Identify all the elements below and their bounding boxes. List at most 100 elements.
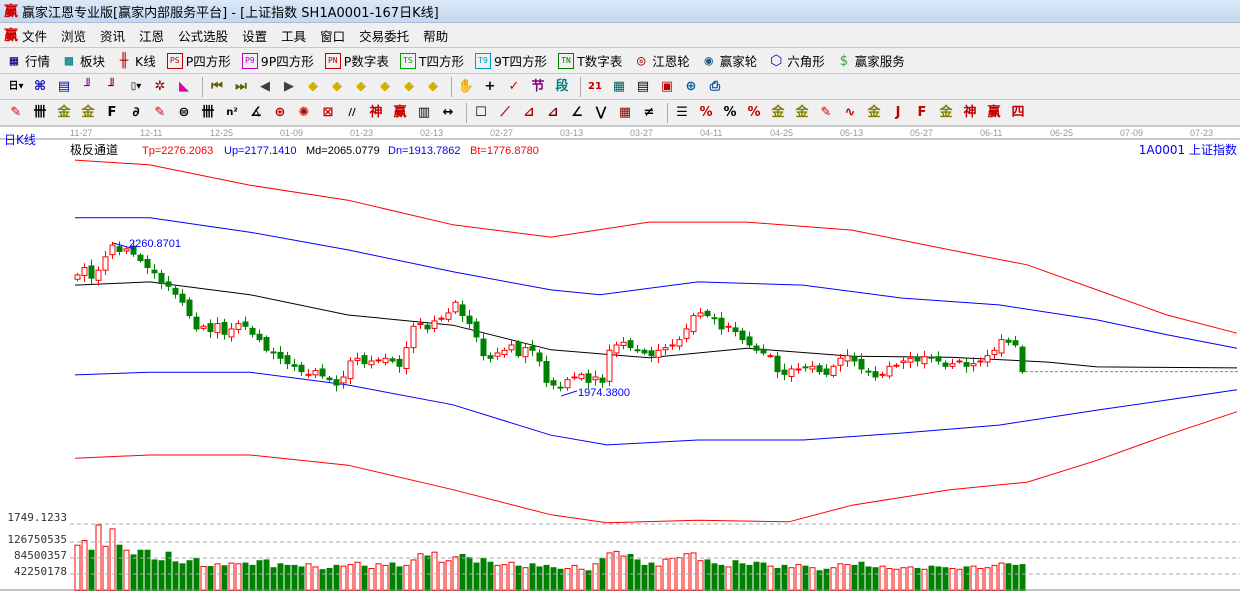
toolbar-button-t9[interactable]: T9 9T四方形 [474,51,547,70]
menu-item[interactable]: 交易委托 [359,28,410,44]
toolbar-button-tn[interactable]: TN T数字表 [558,51,622,70]
percent-levels-icon[interactable]: % [747,104,761,120]
spiral-icon[interactable]: ∂ [132,104,140,120]
lines-icon[interactable]: 卌 [33,104,47,120]
last-icon[interactable]: ⏭ [235,78,247,94]
line-point-icon[interactable]: ✓ [508,78,520,94]
kline-chart[interactable]: 11-27 12-11 12-25 01-09 01-23 02-13 02-27 03-13… [0,126,1240,591]
calendar-icon[interactable]: 21 [588,80,602,92]
pen-bar-icon[interactable]: ✎ [820,104,832,120]
wave-icon[interactable]: ⋁ [595,104,607,120]
f-angle-icon[interactable]: F [917,104,927,120]
notes-icon[interactable]: ▤ [57,78,71,94]
target-icon[interactable]: ⊕ [274,104,286,120]
n2-icon[interactable]: n² [226,106,238,118]
toolbar-button-kline[interactable]: ╫ K线 [116,51,156,70]
first-icon[interactable]: ⏮ [211,78,223,94]
radial-icon[interactable]: ✺ [298,104,310,120]
menu-item[interactable]: 工具 [281,28,307,44]
toolbar-button-winner-wheel[interactable]: ◉ 赢家轮 [701,51,758,70]
fan-box2-icon[interactable]: ⊿ [547,104,559,120]
shen-angle-icon[interactable]: 神 [963,104,977,120]
parallel-slash-icon[interactable]: ≠ [643,104,655,120]
toolbar-button-pn[interactable]: PN P数字表 [324,51,389,70]
toolbar-button-quote-table[interactable]: ▦ 行情 [6,51,50,70]
toolbar-button-p9[interactable]: P9 9P四方形 [241,51,314,70]
menu-item[interactable]: 浏览 [61,28,87,44]
fan-lines-icon[interactable]: ∠ [571,104,583,120]
calculator-icon[interactable]: ▦ [612,78,626,94]
menu-item[interactable]: 江恩 [139,28,165,44]
f-icon[interactable]: F [107,104,117,120]
hand-icon[interactable]: ✋ [457,78,475,94]
flag-icon[interactable]: ◣ [179,78,189,94]
fan-box-icon[interactable]: ⊿ [523,104,535,120]
menu-logo-icon[interactable]: 赢 [4,28,18,44]
ruler-icon[interactable]: ▥ [417,104,431,120]
crosshair-icon[interactable]: + [484,78,496,94]
toolbar-button-dollar[interactable]: $ 赢家服务 [836,51,905,70]
toolbar-button-sector-blocks[interactable]: ▩ 板块 [61,51,105,70]
measure-icon[interactable]: ↔ [442,104,454,120]
toolbar-button-ts[interactable]: TS T四方形 [399,51,464,70]
menu-item[interactable]: 资讯 [100,28,126,44]
gold-circle-icon[interactable]: 金 [771,104,785,120]
next-icon[interactable]: ▶ [284,78,294,94]
expand-h-icon[interactable]: ◆ [356,78,366,94]
toolbar-button-hexagon[interactable]: ⬡ 六角形 [768,51,825,70]
gold2-icon[interactable]: 金 [81,104,95,120]
shen-icon[interactable]: 神 [369,104,383,120]
menu-item[interactable]: 公式选股 [178,28,229,44]
mark-icon[interactable]: ✲ [154,78,166,94]
pen-fill-icon[interactable]: ✎ [154,104,166,120]
document-icon[interactable]: ▤ [636,78,650,94]
ying-angle-icon[interactable]: 赢 [987,104,1001,120]
square-target-icon[interactable]: ⊠ [322,104,334,120]
bars-9-icon[interactable]: ╜ [108,78,116,94]
volume-bar [711,563,718,591]
fan-icon[interactable]: ⟋ [500,104,510,120]
gold-band-icon[interactable]: 金 [867,104,881,120]
move-right-icon[interactable]: ◆ [332,78,342,94]
gold-icon[interactable]: 金 [57,104,71,120]
toolbar-button-gann-wheel[interactable]: ◎ 江恩轮 [633,51,690,70]
ying-icon[interactable]: 赢 [393,104,407,120]
angle-icon[interactable]: ∡ [250,104,262,120]
menu-item[interactable]: 窗口 [320,28,346,44]
slash-icon[interactable]: // [348,106,356,118]
print-icon[interactable]: ⎙ [709,78,721,94]
percent-icon[interactable]: % [723,104,737,120]
expand-icon[interactable]: ◆ [404,78,414,94]
four-angle-icon[interactable]: 四 [1011,104,1025,120]
box-icon[interactable]: ☐ [475,104,487,120]
network-icon[interactable]: ⊕ [685,78,697,94]
menu-item[interactable]: 文件 [22,28,48,44]
save-icon[interactable]: ▣ [660,78,674,94]
node-icon[interactable]: 节 [531,78,545,94]
expand-v-icon[interactable]: ◆ [428,78,438,94]
toolbar-button-ps[interactable]: PS P四方形 [166,51,231,70]
candle-dropdown-icon[interactable]: ▯▾ [130,80,142,92]
menu-item[interactable]: 设置 [242,28,268,44]
pen-icon[interactable]: ✎ [10,104,22,120]
gold-angle-icon[interactable]: 金 [939,104,953,120]
chart-style-icon[interactable]: ⌘ [33,78,47,94]
parallel-icon[interactable]: 卌 [201,104,215,120]
candle [291,364,298,367]
volume-bar [781,564,788,591]
sine-icon[interactable]: ∿ [844,104,856,120]
segment-icon[interactable]: 段 [555,78,569,94]
prev-icon[interactable]: ◀ [260,78,270,94]
bars-3-icon[interactable]: ╜ [84,78,92,94]
j-angle-icon[interactable]: J [895,104,901,120]
menu-item[interactable]: 帮助 [423,28,449,44]
volume-bar [851,564,858,591]
shrink-icon[interactable]: ◆ [380,78,390,94]
circle-grid-icon[interactable]: ⊜ [178,104,190,120]
percent-line-icon[interactable]: % [699,104,713,120]
move-left-icon[interactable]: ◆ [308,78,318,94]
levels-icon[interactable]: ☰ [676,104,688,120]
grid-icon[interactable]: ▦ [618,104,632,120]
gold-levels-icon[interactable]: 金 [795,104,809,120]
period-day-dropdown[interactable]: 日▾ [8,80,24,92]
